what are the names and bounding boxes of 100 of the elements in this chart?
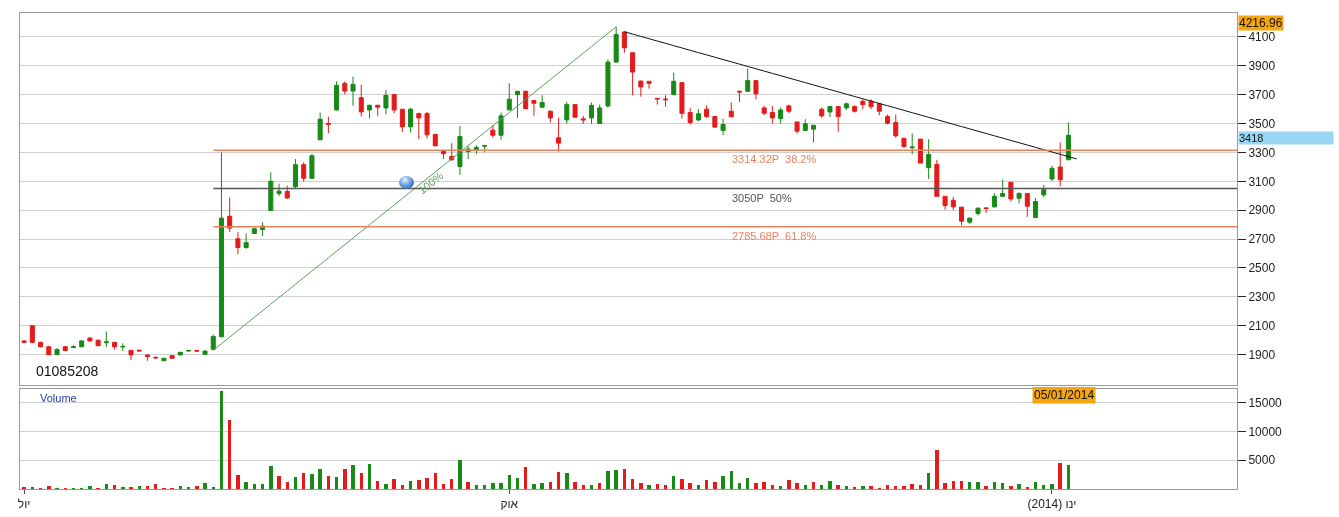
bar [499,483,503,489]
candlestick [350,76,356,107]
bar [178,486,183,489]
candlestick [498,112,504,141]
candlestick [564,101,570,125]
candlestick [317,112,323,141]
candlestick [482,144,488,153]
y-tick-label: 15000 [1248,395,1283,410]
candlestick [186,349,192,352]
candlestick [284,185,290,200]
candlestick [194,349,200,353]
bar [902,486,906,489]
y-tick-label: 2300 [1248,290,1276,305]
bar [606,471,610,489]
candlestick [868,98,874,110]
candlestick [876,102,882,116]
candlestick [712,116,718,128]
candlestick [991,192,997,209]
candlestick [646,80,652,90]
bar [244,482,248,489]
bar [384,484,388,489]
bar [869,486,873,489]
bar [277,475,281,489]
candlestick [704,104,710,119]
bar [935,449,939,489]
ref-line-label: 2785.68P 61.8% [732,230,817,242]
y-tick-label: 3300 [1248,145,1276,160]
ref-line-label: 3314.32P 38.2% [732,153,817,165]
candlestick [29,324,35,344]
bar [441,484,446,489]
bar [597,483,602,489]
bar [639,483,643,489]
candlestick [950,196,956,211]
candlestick [1065,122,1071,161]
candlestick [46,345,52,356]
bar [269,466,273,489]
bar [828,480,832,489]
candlestick [811,124,817,143]
bar [894,486,898,489]
candlestick [547,110,553,124]
candlestick [70,344,76,349]
candlestick [366,104,372,119]
candlestick [506,82,512,111]
bar [417,480,421,489]
bar [1000,483,1005,489]
bar [778,486,783,489]
bar [836,484,840,489]
chart-title: Volume [40,392,77,404]
ref-line-label: 3050P 50% [732,192,792,204]
bar [976,482,980,489]
bar [984,486,988,489]
candlestick [720,118,726,136]
candlestick [227,197,233,233]
candlestick [103,331,109,348]
y-tick-label: 3700 [1248,87,1276,102]
candlestick [605,58,611,109]
annotation: 05/01/2014 [1034,388,1095,402]
y-tick-label: 3100 [1248,174,1276,189]
bar [762,482,766,489]
candlestick [959,206,965,227]
candlestick [440,150,446,160]
x-tick-label: יול [17,497,31,512]
candlestick [1016,191,1022,205]
candlestick [1041,184,1047,198]
y-tick-label: 10000 [1248,424,1283,439]
annotation: 01085208 [36,363,99,379]
candlestick [588,102,595,125]
candlestick [769,105,775,124]
bar [704,480,709,489]
candlestick [408,107,414,133]
candlestick [21,339,27,344]
candlestick [54,347,60,356]
bar [844,486,849,489]
candlestick [835,106,841,133]
candlestick [210,333,216,351]
bar [318,468,322,489]
candlestick [671,72,677,96]
bar [943,483,947,489]
candlestick [169,354,175,360]
candlestick [399,108,405,133]
candlestick [416,112,422,140]
candlestick [136,349,142,353]
candlestick [580,115,586,125]
y-tick-label: 2100 [1248,318,1276,333]
candlestick [309,153,315,180]
candlestick [695,108,701,122]
candlestick [638,80,644,98]
candlestick [95,338,101,347]
bar [614,470,618,489]
bar [392,479,396,489]
bar [252,484,257,489]
candlestick [128,349,134,361]
candlestick [177,351,183,356]
candlestick [778,106,784,125]
candlestick [942,195,948,211]
candlestick [926,138,932,180]
candlestick [325,116,331,134]
candlestick [819,106,825,119]
candlestick [1057,141,1063,187]
y-tick-label: 5000 [1248,453,1276,468]
